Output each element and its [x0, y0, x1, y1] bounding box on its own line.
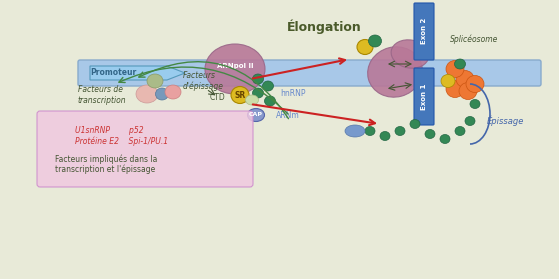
Ellipse shape: [440, 134, 450, 143]
Ellipse shape: [454, 59, 466, 69]
Text: CAP: CAP: [249, 112, 263, 117]
Ellipse shape: [147, 74, 163, 88]
Ellipse shape: [465, 117, 475, 126]
Ellipse shape: [466, 76, 484, 93]
Ellipse shape: [165, 85, 181, 99]
Ellipse shape: [264, 96, 276, 106]
Ellipse shape: [368, 35, 381, 47]
FancyBboxPatch shape: [37, 111, 253, 187]
Ellipse shape: [365, 126, 375, 136]
FancyBboxPatch shape: [414, 3, 434, 60]
Ellipse shape: [446, 61, 464, 78]
Ellipse shape: [231, 86, 249, 104]
FancyArrow shape: [90, 66, 185, 80]
Ellipse shape: [459, 83, 477, 100]
Text: Élongation: Élongation: [287, 20, 362, 34]
Ellipse shape: [345, 125, 365, 137]
Ellipse shape: [253, 74, 263, 84]
Ellipse shape: [357, 40, 373, 54]
Ellipse shape: [455, 126, 465, 136]
Ellipse shape: [425, 129, 435, 138]
Ellipse shape: [263, 81, 273, 91]
FancyBboxPatch shape: [414, 68, 434, 125]
Ellipse shape: [205, 44, 265, 94]
Text: CTD: CTD: [210, 93, 226, 102]
Ellipse shape: [380, 131, 390, 141]
Text: Exon 1: Exon 1: [421, 84, 427, 110]
Ellipse shape: [410, 119, 420, 129]
Text: Promoteur: Promoteur: [90, 68, 136, 77]
Text: U1snRNP        p52: U1snRNP p52: [75, 126, 144, 135]
Ellipse shape: [253, 88, 263, 98]
Text: Protéine E2    Spi-1/PU.1: Protéine E2 Spi-1/PU.1: [75, 136, 168, 146]
Text: Facteurs
d'épissage: Facteurs d'épissage: [183, 71, 224, 91]
Ellipse shape: [391, 40, 429, 68]
Ellipse shape: [368, 47, 423, 97]
Text: hnRNP: hnRNP: [280, 90, 306, 98]
FancyBboxPatch shape: [78, 60, 541, 86]
Ellipse shape: [248, 109, 264, 121]
Text: Facteurs de
transcription: Facteurs de transcription: [78, 85, 127, 105]
Ellipse shape: [446, 81, 464, 97]
Text: Facteurs impliqués dans la
transcription et l'épissage: Facteurs impliqués dans la transcription…: [55, 154, 158, 174]
Ellipse shape: [136, 85, 158, 103]
Ellipse shape: [441, 74, 455, 88]
Text: ARNpol II: ARNpol II: [217, 63, 253, 69]
Text: Épissage: Épissage: [487, 116, 524, 126]
Ellipse shape: [395, 126, 405, 136]
Text: Exon 2: Exon 2: [421, 18, 427, 44]
Ellipse shape: [456, 71, 474, 88]
Ellipse shape: [155, 88, 168, 100]
Text: Splicéosome: Splicéosome: [450, 34, 499, 44]
Ellipse shape: [470, 100, 480, 109]
Text: ARNm: ARNm: [276, 112, 300, 121]
Text: SR: SR: [234, 90, 245, 100]
Ellipse shape: [245, 95, 258, 105]
